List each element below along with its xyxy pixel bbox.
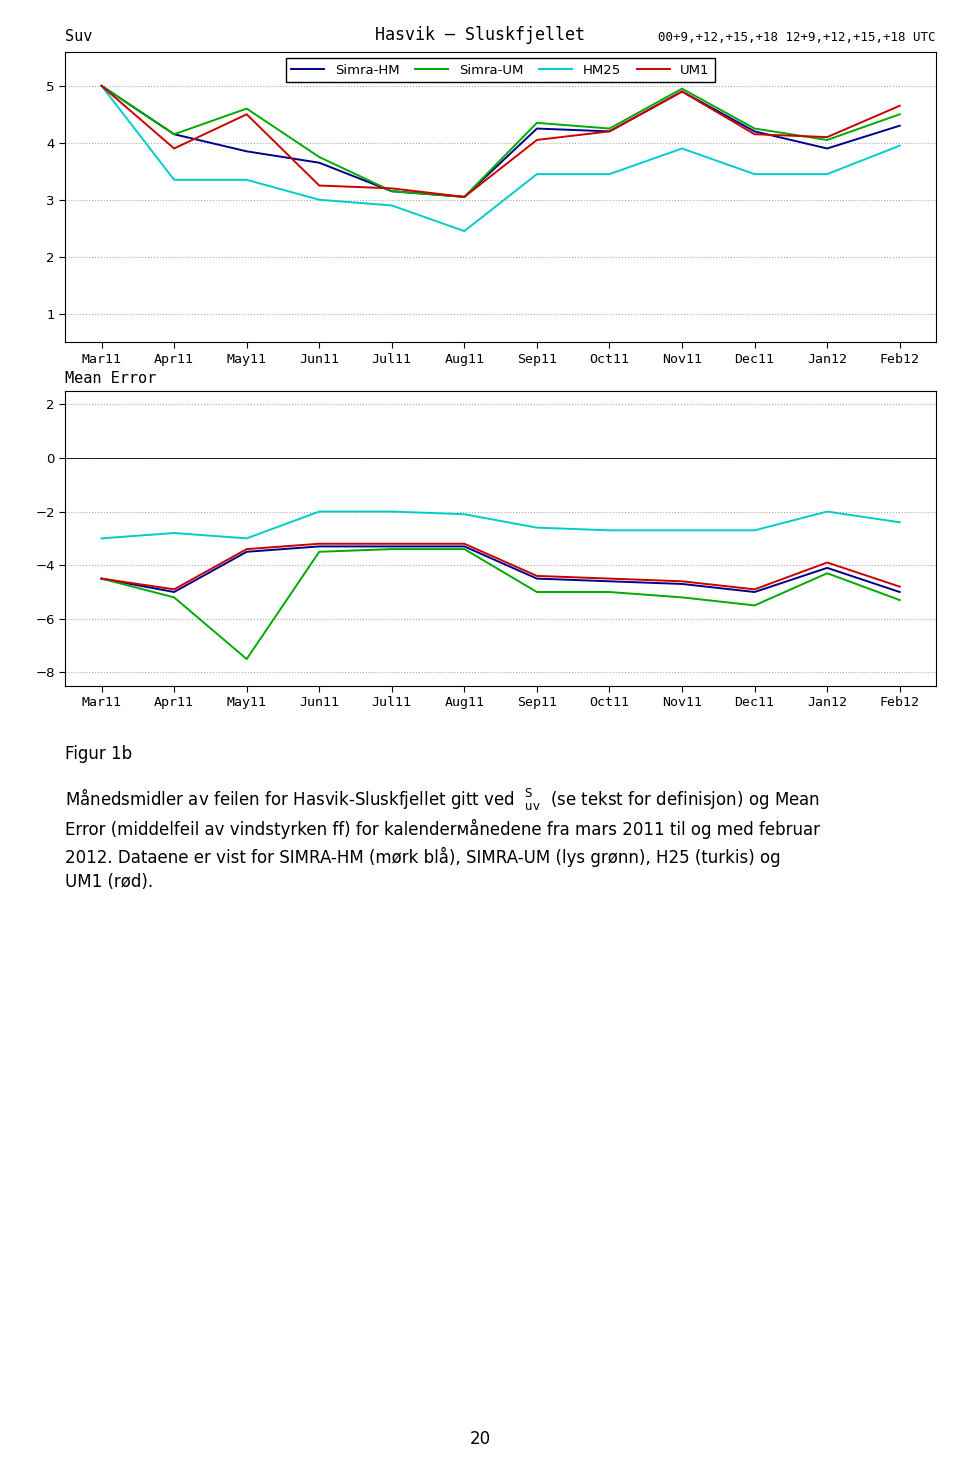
Text: Mean Error: Mean Error: [65, 372, 156, 386]
Text: 00+9,+12,+15,+18 12+9,+12,+15,+18 UTC: 00+9,+12,+15,+18 12+9,+12,+15,+18 UTC: [659, 31, 936, 44]
Legend: Simra-HM, Simra-UM, HM25, UM1: Simra-HM, Simra-UM, HM25, UM1: [286, 58, 715, 81]
Text: Hasvik – Sluskfjellet: Hasvik – Sluskfjellet: [375, 27, 585, 44]
Text: Månedsmidler av feilen for Hasvik-Sluskfjellet gitt ved  $\mathregular{^{S}_{uv}: Månedsmidler av feilen for Hasvik-Sluskf…: [65, 786, 820, 891]
Text: 20: 20: [469, 1431, 491, 1448]
Text: Suv: Suv: [65, 30, 93, 44]
Text: Figur 1b: Figur 1b: [65, 745, 132, 763]
